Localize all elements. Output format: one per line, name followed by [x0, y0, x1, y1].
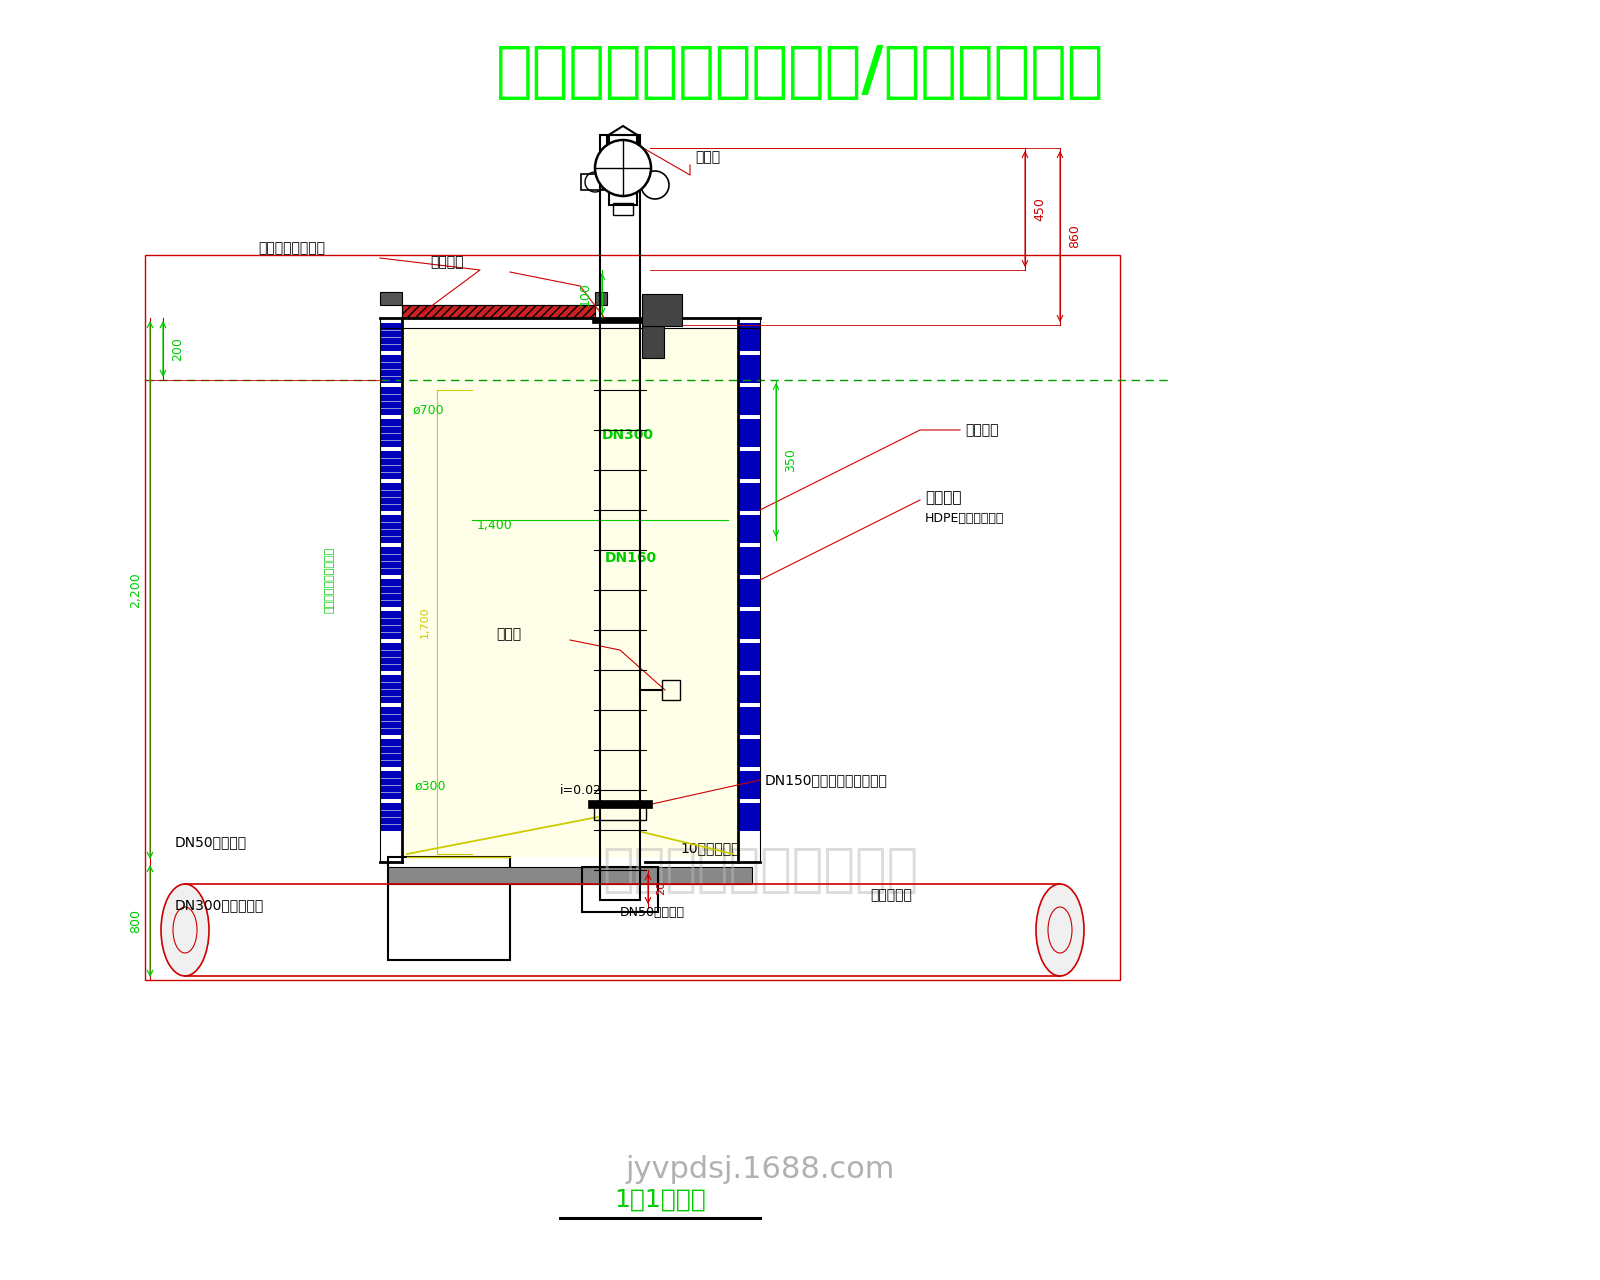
Bar: [738, 387, 760, 415]
Bar: [381, 739, 402, 767]
Bar: [381, 419, 402, 447]
Text: 塑料螺旋缠绕结构壁管: 塑料螺旋缠绕结构壁管: [325, 547, 334, 613]
Bar: [402, 305, 595, 317]
Bar: [594, 806, 646, 820]
Bar: [389, 867, 752, 884]
Text: 350: 350: [784, 448, 797, 472]
Bar: [738, 579, 760, 607]
Bar: [381, 547, 402, 575]
Text: 热收缩套: 热收缩套: [430, 255, 464, 269]
Text: 泄水口: 泄水口: [496, 627, 522, 641]
Bar: [146, 255, 1120, 980]
Bar: [738, 323, 760, 351]
Bar: [738, 355, 760, 383]
Text: DN150与消防栓相配法兰盘: DN150与消防栓相配法兰盘: [765, 773, 888, 787]
Bar: [738, 483, 760, 511]
Text: 800: 800: [130, 909, 142, 933]
Bar: [642, 326, 664, 358]
Text: 100: 100: [579, 282, 592, 306]
Bar: [381, 675, 402, 703]
Text: 消防主干管: 消防主干管: [870, 888, 912, 902]
Text: 10号槽钢井座: 10号槽钢井座: [680, 841, 739, 855]
Text: 1－1剖面图: 1－1剖面图: [614, 1188, 706, 1212]
Text: DN50钢管支架: DN50钢管支架: [621, 905, 685, 919]
Bar: [613, 204, 634, 215]
Bar: [738, 451, 760, 479]
Text: 200: 200: [171, 337, 184, 361]
Bar: [738, 803, 760, 831]
Bar: [381, 707, 402, 735]
Bar: [595, 292, 606, 305]
Bar: [662, 680, 680, 700]
Bar: [402, 305, 595, 317]
Text: 消火栓: 消火栓: [694, 150, 720, 164]
Bar: [381, 355, 402, 383]
Bar: [381, 323, 402, 351]
Text: 塑料管体: 塑料管体: [925, 490, 962, 506]
Text: DN50钢管支架: DN50钢管支架: [174, 835, 246, 849]
Bar: [403, 328, 738, 858]
Bar: [381, 579, 402, 607]
Text: 热收缩套: 热收缩套: [965, 422, 998, 436]
Text: jyvpdsj.1688.com: jyvpdsj.1688.com: [626, 1156, 894, 1184]
Bar: [738, 611, 760, 639]
Bar: [589, 800, 653, 808]
Text: 860: 860: [1069, 224, 1082, 248]
Circle shape: [595, 140, 651, 196]
Text: ø300: ø300: [414, 780, 445, 792]
Text: HDPE中空壁缠绕管: HDPE中空壁缠绕管: [925, 512, 1005, 525]
Bar: [389, 858, 510, 960]
Bar: [600, 134, 640, 900]
Bar: [738, 707, 760, 735]
Text: DN300塑料集水坑: DN300塑料集水坑: [174, 899, 264, 911]
Bar: [381, 611, 402, 639]
Bar: [381, 451, 402, 479]
Ellipse shape: [1037, 884, 1085, 977]
Bar: [381, 771, 402, 799]
Text: 450: 450: [1034, 197, 1046, 221]
Bar: [381, 515, 402, 543]
Bar: [381, 643, 402, 671]
Bar: [381, 483, 402, 511]
Bar: [381, 803, 402, 831]
Bar: [738, 547, 760, 575]
Text: 干线钢支座塑料消火栓/水炮井构造图: 干线钢支座塑料消火栓/水炮井构造图: [496, 42, 1104, 101]
Bar: [738, 771, 760, 799]
Text: DN300: DN300: [602, 428, 654, 442]
Bar: [642, 294, 682, 326]
Bar: [738, 739, 760, 767]
Bar: [592, 317, 648, 323]
Text: 江阴普斯塑胶有限公司: 江阴普斯塑胶有限公司: [602, 844, 918, 896]
Bar: [738, 643, 760, 671]
Bar: [738, 515, 760, 543]
Ellipse shape: [162, 884, 210, 977]
Bar: [738, 675, 760, 703]
Text: 1,700: 1,700: [421, 607, 430, 637]
Text: i=0.02: i=0.02: [560, 783, 602, 796]
Text: ø700: ø700: [413, 403, 443, 416]
Bar: [738, 419, 760, 447]
Text: DN160: DN160: [605, 550, 658, 564]
Bar: [381, 292, 402, 305]
Text: 复合材料保温井盖: 复合材料保温井盖: [258, 241, 325, 255]
Text: 2,200: 2,200: [130, 572, 142, 608]
Bar: [610, 134, 637, 205]
Text: 1,400: 1,400: [477, 518, 512, 531]
Text: 20: 20: [656, 881, 666, 895]
Bar: [381, 387, 402, 415]
Bar: [581, 174, 610, 189]
Bar: [582, 867, 658, 911]
